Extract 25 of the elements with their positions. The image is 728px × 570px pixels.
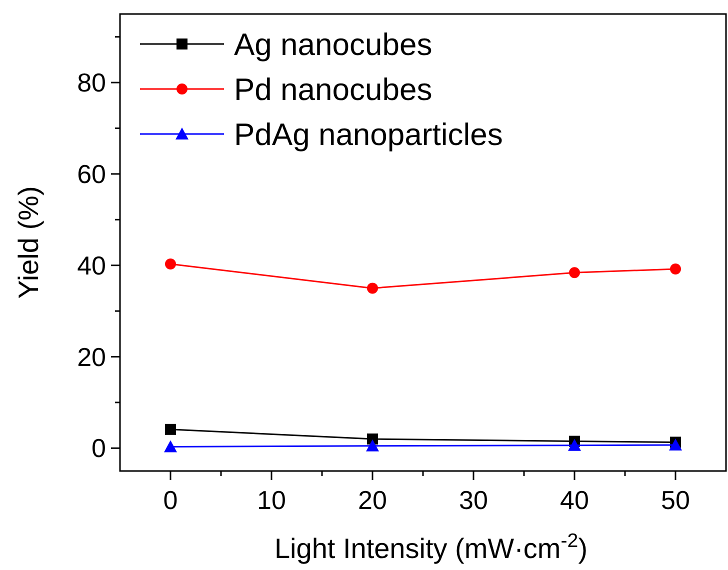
x-tick-label: 30	[459, 485, 488, 515]
point	[367, 282, 378, 294]
y-tick-label: 80	[77, 68, 106, 98]
y-tick-label: 40	[77, 250, 106, 280]
x-tick-label: 50	[661, 485, 690, 515]
y-tick-label: 60	[77, 158, 106, 189]
legend-label: PdAg nanoparticles	[234, 117, 503, 152]
point	[568, 438, 581, 451]
point	[165, 258, 176, 270]
point	[670, 264, 681, 275]
x-axis-title: Light Intensity (mW·cm$^{-2}$)	[274, 530, 588, 564]
y-tick-label: 20	[77, 342, 106, 372]
point	[164, 440, 177, 452]
x-tick-label: 40	[560, 485, 589, 515]
legend-label: Ag nanocubes	[234, 27, 432, 62]
point	[165, 424, 176, 435]
y-tick-label: 0	[92, 433, 106, 464]
y-axis-title: Yield (%)	[13, 186, 44, 299]
point	[569, 267, 580, 278]
point	[366, 439, 379, 452]
x-tick-label: 20	[358, 485, 387, 515]
legend-label: Pd nanocubes	[234, 72, 432, 107]
x-tick-label: 0	[163, 485, 178, 515]
x-tick-label: 10	[257, 485, 286, 515]
point	[669, 438, 682, 450]
